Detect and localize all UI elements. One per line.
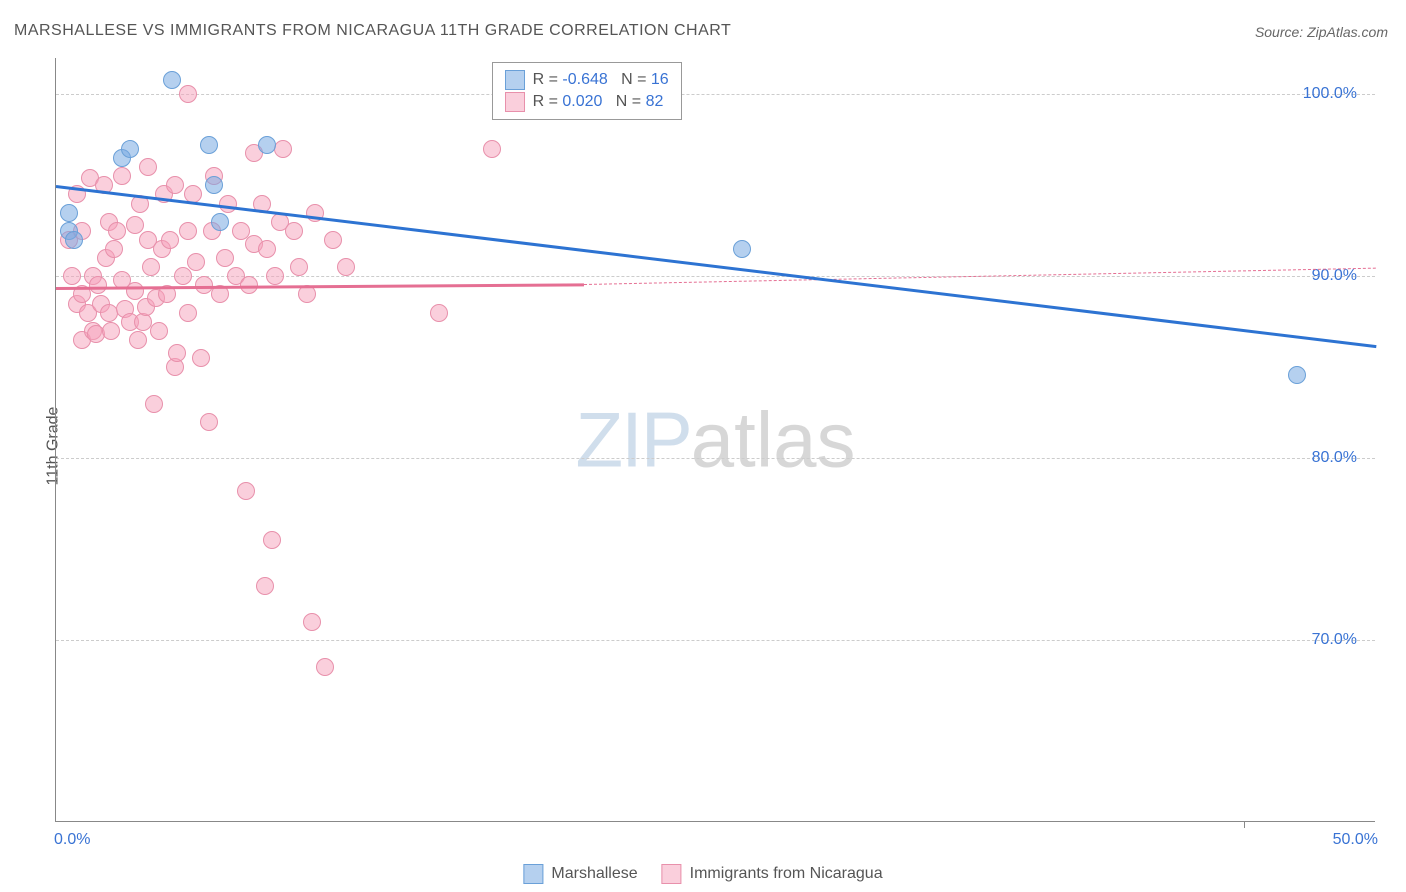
scatter-point-nicaragua — [219, 195, 237, 213]
scatter-point-nicaragua — [126, 216, 144, 234]
scatter-point-nicaragua — [102, 322, 120, 340]
legend-item: Immigrants from Nicaragua — [662, 864, 883, 884]
legend-stat-text: R = 0.020 N = 82 — [533, 91, 664, 113]
scatter-point-nicaragua — [316, 658, 334, 676]
scatter-point-nicaragua — [303, 613, 321, 631]
scatter-point-nicaragua — [179, 85, 197, 103]
swatch-nicaragua-icon — [662, 864, 682, 884]
trendline-marshallese — [56, 185, 1376, 348]
legend-item-label: Immigrants from Nicaragua — [690, 865, 883, 883]
swatch-nicaragua — [505, 92, 525, 112]
scatter-point-nicaragua — [129, 331, 147, 349]
scatter-point-nicaragua — [174, 267, 192, 285]
plot-area: ZIPatlas 70.0%80.0%90.0%100.0%0.0%50.0%R… — [55, 58, 1375, 822]
gridline-horizontal — [56, 94, 1375, 95]
scatter-point-marshallese — [1288, 366, 1306, 384]
scatter-point-nicaragua — [337, 258, 355, 276]
scatter-point-nicaragua — [108, 222, 126, 240]
scatter-point-nicaragua — [63, 267, 81, 285]
scatter-point-marshallese — [258, 136, 276, 154]
scatter-point-nicaragua — [89, 276, 107, 294]
scatter-point-marshallese — [211, 213, 229, 231]
scatter-point-nicaragua — [113, 167, 131, 185]
swatch-marshallese-icon — [523, 864, 543, 884]
legend-bottom: Marshallese Immigrants from Nicaragua — [523, 864, 882, 884]
scatter-point-marshallese — [163, 71, 181, 89]
scatter-point-marshallese — [205, 176, 223, 194]
scatter-point-nicaragua — [200, 413, 218, 431]
scatter-point-nicaragua — [126, 282, 144, 300]
scatter-point-nicaragua — [216, 249, 234, 267]
scatter-point-nicaragua — [166, 176, 184, 194]
x-tick-mark — [1244, 821, 1245, 828]
scatter-point-nicaragua — [266, 267, 284, 285]
scatter-point-nicaragua — [324, 231, 342, 249]
y-tick-label: 80.0% — [1312, 449, 1357, 467]
scatter-point-nicaragua — [179, 222, 197, 240]
scatter-point-nicaragua — [237, 482, 255, 500]
swatch-marshallese — [505, 70, 525, 90]
chart-title: MARSHALLESE VS IMMIGRANTS FROM NICARAGUA… — [14, 22, 731, 40]
scatter-point-nicaragua — [105, 240, 123, 258]
scatter-point-marshallese — [733, 240, 751, 258]
scatter-point-nicaragua — [285, 222, 303, 240]
legend-item-label: Marshallese — [551, 865, 637, 883]
scatter-point-marshallese — [60, 204, 78, 222]
watermark: ZIPatlas — [575, 394, 855, 485]
scatter-point-nicaragua — [168, 344, 186, 362]
scatter-point-nicaragua — [187, 253, 205, 271]
scatter-point-marshallese — [121, 140, 139, 158]
source-label: Source: ZipAtlas.com — [1255, 24, 1388, 40]
scatter-point-marshallese — [65, 231, 83, 249]
scatter-point-nicaragua — [192, 349, 210, 367]
scatter-point-nicaragua — [263, 531, 281, 549]
scatter-point-nicaragua — [139, 158, 157, 176]
gridline-horizontal — [56, 640, 1375, 641]
x-tick-label: 0.0% — [54, 831, 90, 849]
scatter-point-nicaragua — [483, 140, 501, 158]
scatter-point-nicaragua — [290, 258, 308, 276]
legend-stats-row: R = 0.020 N = 82 — [505, 91, 669, 113]
scatter-point-nicaragua — [161, 231, 179, 249]
legend-stats: R = -0.648 N = 16R = 0.020 N = 82 — [492, 62, 682, 120]
x-tick-label: 50.0% — [1333, 831, 1378, 849]
scatter-point-nicaragua — [179, 304, 197, 322]
legend-stats-row: R = -0.648 N = 16 — [505, 69, 669, 91]
scatter-point-nicaragua — [258, 240, 276, 258]
scatter-point-nicaragua — [298, 285, 316, 303]
scatter-point-nicaragua — [145, 395, 163, 413]
y-tick-label: 100.0% — [1303, 85, 1357, 103]
scatter-point-nicaragua — [256, 577, 274, 595]
scatter-point-nicaragua — [430, 304, 448, 322]
legend-stat-text: R = -0.648 N = 16 — [533, 69, 669, 91]
scatter-point-nicaragua — [274, 140, 292, 158]
y-tick-label: 70.0% — [1312, 631, 1357, 649]
legend-item: Marshallese — [523, 864, 637, 884]
scatter-point-nicaragua — [142, 258, 160, 276]
y-tick-label: 90.0% — [1312, 267, 1357, 285]
scatter-point-nicaragua — [150, 322, 168, 340]
gridline-horizontal — [56, 458, 1375, 459]
scatter-point-marshallese — [200, 136, 218, 154]
